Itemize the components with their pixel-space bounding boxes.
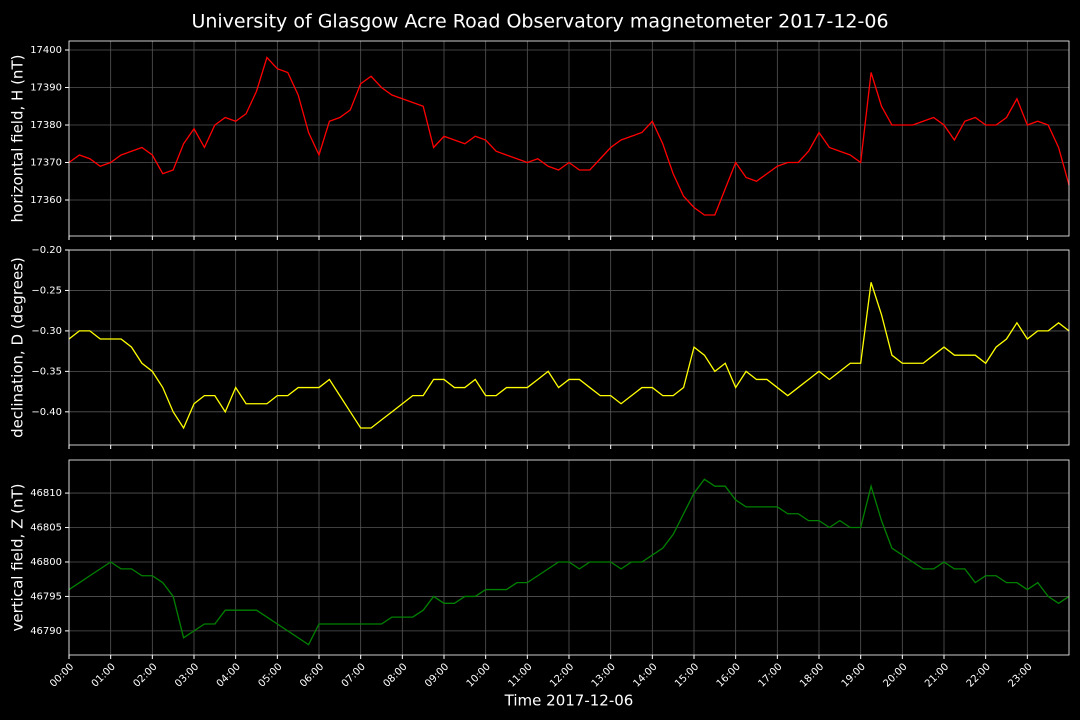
- y-tick-label: 17360: [30, 195, 62, 206]
- y-tick-label: 17400: [30, 45, 62, 56]
- plot-frame: [68, 249, 1070, 446]
- plot-frame: [68, 459, 1070, 656]
- y-tick-label: 17390: [30, 83, 62, 94]
- y-tick-label: 46790: [30, 626, 62, 637]
- y-axis-label: declination, D (degrees): [9, 257, 27, 438]
- y-tick-label: 17380: [30, 120, 62, 131]
- y-axis-label: vertical field, Z (nT): [9, 483, 27, 631]
- y-tick-label: −0.40: [31, 407, 62, 418]
- y-tick-label: −0.25: [31, 285, 62, 296]
- y-tick-label: 46810: [30, 488, 62, 499]
- plot-frame: [68, 40, 1070, 237]
- y-axis-label: horizontal field, H (nT): [9, 55, 27, 223]
- chart-title: University of Glasgow Acre Road Observat…: [191, 11, 888, 33]
- data-line: [68, 282, 1070, 430]
- y-tick-label: −0.35: [31, 366, 62, 377]
- y-tick-label: −0.20: [31, 245, 62, 256]
- y-tick-label: 46800: [30, 557, 62, 568]
- data-line: [68, 478, 1070, 646]
- y-tick-label: −0.30: [31, 326, 62, 337]
- data-line: [68, 56, 1070, 216]
- x-axis-label: Time 2017-12-06: [504, 692, 634, 710]
- y-tick-label: 46805: [30, 523, 62, 534]
- y-tick-label: 17370: [30, 158, 62, 169]
- y-tick-label: 46795: [30, 591, 62, 602]
